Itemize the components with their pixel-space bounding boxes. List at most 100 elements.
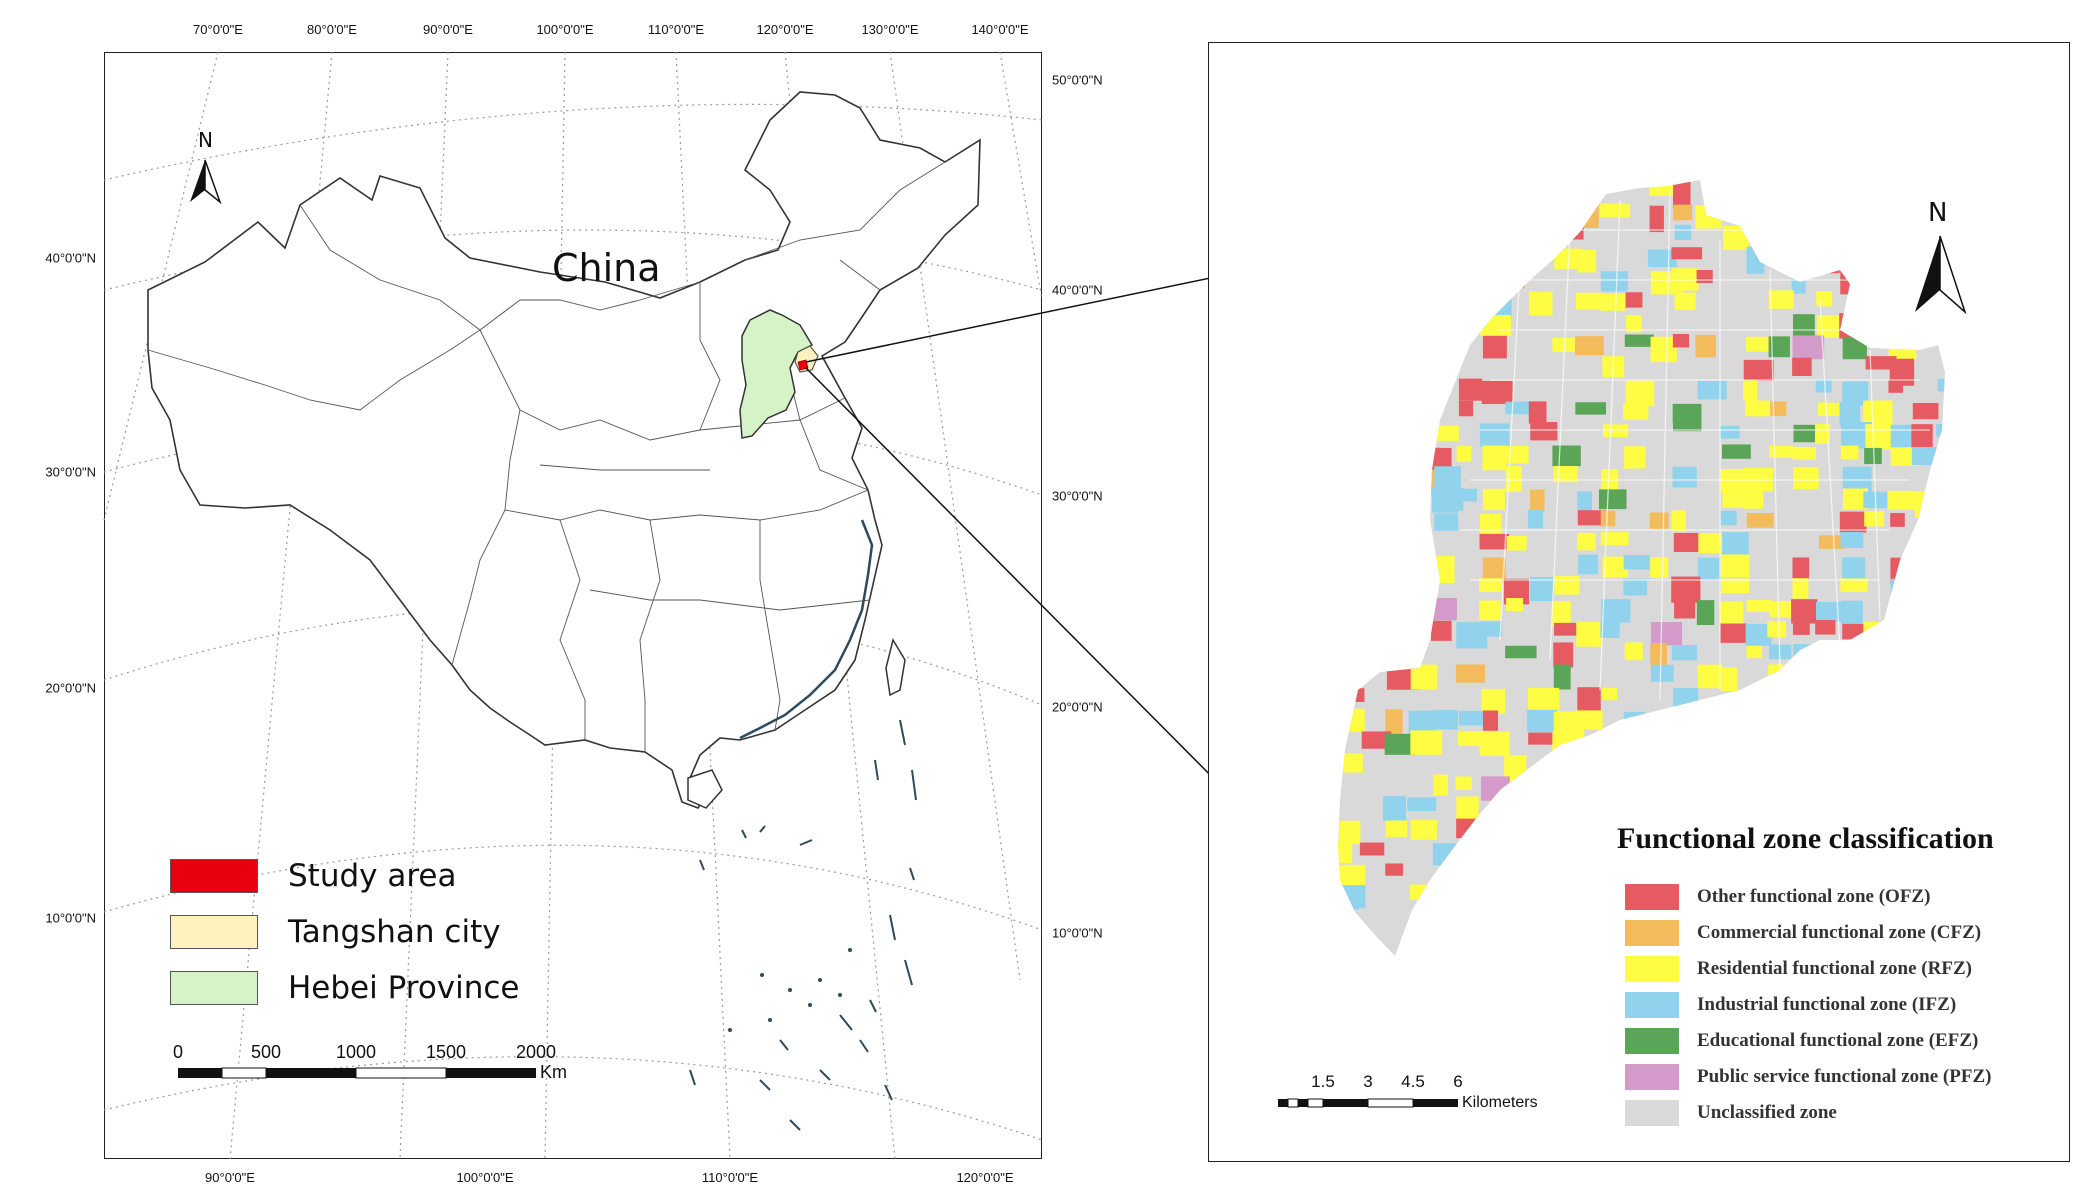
zone-patch bbox=[1506, 183, 1528, 201]
zone-patch bbox=[1623, 578, 1653, 596]
zone-patch bbox=[1407, 489, 1429, 507]
zone-patch bbox=[1792, 357, 1812, 376]
zone-patch bbox=[1889, 601, 1917, 615]
zone-patch bbox=[1865, 293, 1894, 313]
zone-patch bbox=[1551, 820, 1570, 848]
zone-patch bbox=[1458, 378, 1483, 401]
zone-patch bbox=[1383, 204, 1401, 224]
zone-patch bbox=[1864, 447, 1882, 465]
zone-patch bbox=[1767, 204, 1798, 218]
zone-patch bbox=[1386, 620, 1417, 636]
zone-patch bbox=[1553, 664, 1571, 690]
zone-patch bbox=[1793, 424, 1820, 443]
zone-patch bbox=[1458, 510, 1475, 539]
zone-patch bbox=[1938, 444, 1945, 467]
zone-patch bbox=[1386, 249, 1408, 275]
zone-patch bbox=[1479, 600, 1501, 621]
scale-tick-label: 1.5 bbox=[1311, 1072, 1335, 1091]
zone-patch bbox=[1647, 422, 1673, 440]
zone-patch bbox=[1338, 356, 1362, 383]
zone-patch bbox=[1385, 227, 1406, 252]
zone-patch bbox=[1482, 710, 1498, 731]
zone-patch bbox=[1697, 380, 1727, 400]
boundary-central bbox=[519, 397, 846, 441]
zone-patch bbox=[1505, 268, 1526, 289]
zone-patch bbox=[1601, 293, 1626, 311]
zone-patch bbox=[1890, 268, 1920, 295]
zone-patch bbox=[1433, 555, 1455, 584]
zone-patch bbox=[1407, 577, 1424, 600]
zone-patch bbox=[1696, 600, 1715, 626]
zone-patch bbox=[1338, 270, 1357, 296]
zone-patch bbox=[1696, 733, 1715, 758]
legend-item-efz: Educational functional zone (EFZ) bbox=[1625, 1028, 1978, 1054]
zone-patch bbox=[1338, 488, 1369, 509]
zone-patch bbox=[1792, 335, 1825, 360]
legend-swatch bbox=[1625, 1100, 1679, 1126]
zone-patch bbox=[1888, 379, 1904, 393]
zone-patch bbox=[1842, 488, 1869, 510]
zone-patch bbox=[1600, 863, 1623, 887]
zone-patch bbox=[1698, 777, 1726, 797]
zone-patch bbox=[1553, 226, 1584, 240]
zone-patch bbox=[1552, 445, 1581, 467]
legend-label: Residential functional zone (RFZ) bbox=[1697, 958, 1972, 979]
legend-swatch bbox=[1625, 1064, 1679, 1090]
zone-patch bbox=[1431, 337, 1449, 356]
zone-patch bbox=[1650, 622, 1683, 646]
zone-patch bbox=[1553, 775, 1576, 799]
zone-patch bbox=[1458, 400, 1474, 417]
zone-patch bbox=[1887, 292, 1915, 319]
zone-patch bbox=[1842, 557, 1866, 584]
legend-swatch bbox=[170, 859, 258, 893]
legend-label: Unclassified zone bbox=[1697, 1102, 1837, 1123]
hainan-island bbox=[687, 769, 723, 809]
zone-patch bbox=[1602, 424, 1629, 437]
study-area bbox=[797, 359, 809, 371]
zone-patch bbox=[1624, 642, 1643, 661]
zone-patch bbox=[1410, 820, 1437, 840]
zone-patch bbox=[1385, 820, 1408, 837]
lon-label-bottom: 120°0'0"E bbox=[956, 1170, 1014, 1185]
zone-patch bbox=[1362, 336, 1391, 349]
boundary-north bbox=[299, 204, 701, 331]
china-outline bbox=[147, 91, 981, 809]
south-china-sea-islands bbox=[689, 719, 917, 1131]
legend-item-rfz: Residential functional zone (RFZ) bbox=[1625, 956, 1972, 982]
zone-patch bbox=[1671, 247, 1703, 260]
boundary-sichuan bbox=[451, 329, 521, 666]
zone-patch bbox=[1864, 776, 1894, 803]
zone-patch bbox=[1482, 445, 1507, 471]
zone-patch bbox=[1743, 732, 1769, 754]
zone-patch bbox=[1791, 268, 1806, 294]
zone-patch bbox=[1937, 554, 1945, 581]
zone-patch bbox=[1743, 380, 1758, 401]
lon-label-top: 140°0'0"E bbox=[971, 22, 1029, 37]
zone-patch bbox=[1408, 469, 1435, 496]
zone-patch bbox=[1913, 665, 1932, 690]
zone-patch bbox=[1937, 688, 1945, 704]
scale-tick-label: 3 bbox=[1363, 1072, 1373, 1091]
zone-patch bbox=[1626, 468, 1656, 483]
zone-patch bbox=[1361, 731, 1392, 749]
left-north-label: N bbox=[198, 128, 213, 152]
zone-patch bbox=[1671, 645, 1698, 661]
zone-patch bbox=[1480, 862, 1498, 885]
legend-label: Tangshan city bbox=[288, 914, 501, 950]
country-label: China bbox=[552, 246, 661, 290]
zone-patch bbox=[1696, 862, 1719, 877]
zone-patch bbox=[1840, 687, 1873, 703]
zone-patch bbox=[1912, 577, 1941, 592]
zone-patch bbox=[1554, 576, 1580, 595]
zone-patch bbox=[1529, 577, 1554, 602]
zone-patch bbox=[1913, 533, 1928, 552]
zone-patch bbox=[1770, 401, 1787, 417]
lon-label-bottom: 110°0'0"E bbox=[701, 1170, 759, 1185]
zone-patch bbox=[1936, 777, 1945, 792]
zone-patch bbox=[1768, 290, 1794, 309]
zone-patch bbox=[1362, 645, 1392, 668]
zone-patch bbox=[1744, 491, 1764, 509]
zone-patch bbox=[1527, 709, 1558, 732]
zone-patch bbox=[1600, 271, 1628, 292]
zone-patch bbox=[1506, 249, 1525, 265]
